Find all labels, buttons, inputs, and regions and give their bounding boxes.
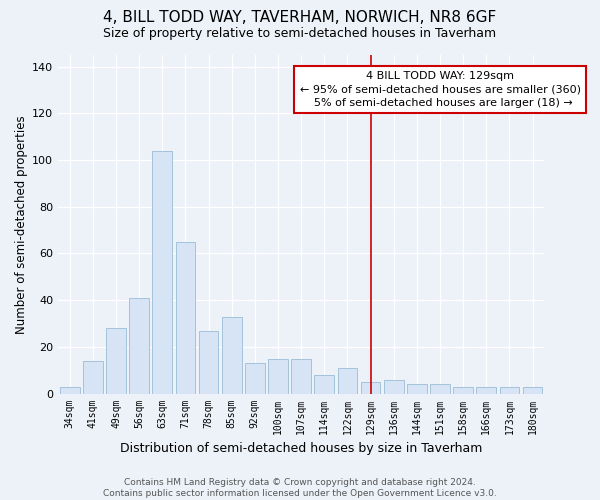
Bar bbox=[268, 358, 288, 394]
Text: Contains HM Land Registry data © Crown copyright and database right 2024.
Contai: Contains HM Land Registry data © Crown c… bbox=[103, 478, 497, 498]
Bar bbox=[361, 382, 380, 394]
X-axis label: Distribution of semi-detached houses by size in Taverham: Distribution of semi-detached houses by … bbox=[120, 442, 482, 455]
Y-axis label: Number of semi-detached properties: Number of semi-detached properties bbox=[15, 115, 28, 334]
Bar bbox=[60, 386, 80, 394]
Text: Size of property relative to semi-detached houses in Taverham: Size of property relative to semi-detach… bbox=[103, 28, 497, 40]
Bar bbox=[245, 363, 265, 394]
Bar bbox=[292, 358, 311, 394]
Bar bbox=[430, 384, 450, 394]
Bar bbox=[130, 298, 149, 394]
Bar bbox=[176, 242, 195, 394]
Bar bbox=[314, 375, 334, 394]
Bar bbox=[199, 330, 218, 394]
Bar bbox=[338, 368, 357, 394]
Bar bbox=[106, 328, 126, 394]
Bar bbox=[407, 384, 427, 394]
Bar bbox=[454, 386, 473, 394]
Bar bbox=[384, 380, 404, 394]
Bar bbox=[523, 386, 542, 394]
Bar bbox=[222, 316, 242, 394]
Bar bbox=[152, 150, 172, 394]
Bar bbox=[476, 386, 496, 394]
Text: 4 BILL TODD WAY: 129sqm
← 95% of semi-detached houses are smaller (360)
  5% of : 4 BILL TODD WAY: 129sqm ← 95% of semi-de… bbox=[299, 72, 581, 108]
Text: 4, BILL TODD WAY, TAVERHAM, NORWICH, NR8 6GF: 4, BILL TODD WAY, TAVERHAM, NORWICH, NR8… bbox=[103, 10, 497, 25]
Bar bbox=[83, 361, 103, 394]
Bar bbox=[500, 386, 519, 394]
